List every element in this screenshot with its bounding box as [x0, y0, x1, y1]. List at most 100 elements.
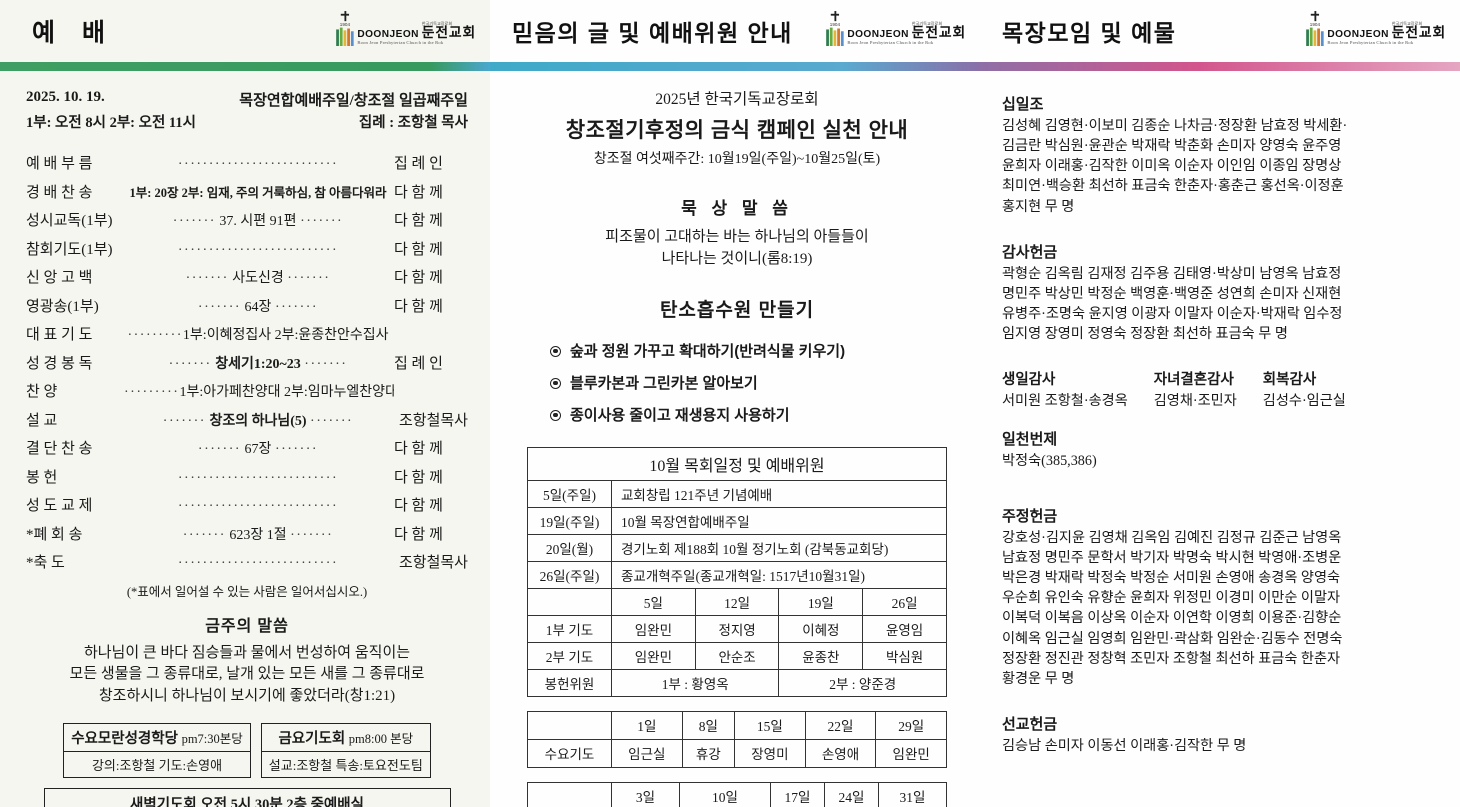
logo-korean: 둔전교회 — [1391, 24, 1446, 41]
wednesday-person: 장영미 — [734, 738, 806, 768]
logo-english: DOONJEON — [357, 28, 419, 40]
right-panel-title: 목장모임 및 예물 — [1002, 20, 1177, 46]
offering-column: 회복감사 김성수·임근실 — [1263, 368, 1346, 411]
offering-group-mission: 선교헌금 김승남 손미자 이동선 이래홍·김작한 무 명 — [1002, 713, 1444, 756]
logo-wordmark: DOONJEON 한국기독교장로회 둔전교회 Boon Jeon Presbyt… — [1327, 21, 1446, 46]
offering-name-line: 김성혜 김영현·이보미 김종순 나차금·정장환 남효정 박세환· — [1002, 118, 1348, 134]
meditation-line: 피조물이 고대하는 바는 하나님의 아들들이 — [605, 229, 869, 245]
campaign-line1: 2025년 한국기독교장로회 — [655, 91, 819, 108]
wednesday-person: 손영애 — [804, 738, 877, 768]
worship-order-row: 찬 양 ·········1부:아가페찬양대 2부:임마누엘찬양대 — [26, 380, 468, 401]
friday-date: 10일 — [678, 781, 771, 807]
offering-name-line: 홍지현 무 명 — [1002, 198, 1075, 215]
logo-subtitle: Boon Jeon Presbyterian Church in the Rok — [357, 41, 444, 46]
wednesday-person: 임완민 — [875, 738, 947, 768]
worship-order-row: 참회기도(1부) ·························· 다 함 께 — [26, 238, 468, 259]
order-item-leader: 다 함 께 — [394, 241, 443, 258]
cross-icon — [1310, 11, 1319, 22]
action-list: 숲과 정원 가꾸고 확대하기(반려식물 키우기) 블루카본과 그린카본 알아보기 종… — [550, 340, 962, 425]
worship-dateline: 2025. 10. 19. 목장연합예배주일/창조절 일곱째주일 — [26, 89, 468, 110]
offering-name-line: 명민주 박상민 박정순 백영훈·백영준 성연희 손미자 신재현 — [1002, 285, 1342, 302]
offering-three-columns: 생일감사 서미원 조항철·송경옥 자녀결혼감사 김영채·조민자 회복감사 김성수·임근실 — [1002, 368, 1444, 411]
schedule-person: 임완민 — [611, 641, 696, 670]
middle-panel-title: 믿음의 글 및 예배위원 안내 — [512, 20, 793, 46]
logo-subtitle: Boon Jeon Presbyterian Church in the Rok — [847, 41, 934, 46]
church-logo: 1904 DOONJEON 한국기독교장로회 둔전교회 — [336, 11, 476, 46]
bullet-dot-icon — [550, 409, 561, 421]
bullet-dot-icon — [550, 377, 561, 389]
order-item-leader: 다 함 께 — [394, 498, 443, 514]
logo-english: DOONJEON — [1327, 28, 1389, 40]
action-item-label: 숲과 정원 가꾸고 확대하기(반려식물 키우기) — [570, 342, 846, 360]
offering-name-line: 남효정 명민주 문학서 박기자 박명숙 박시현 박영애·조병운 — [1002, 549, 1342, 566]
worship-date: 2025. 10. 19. — [26, 89, 105, 105]
wednesday-date: 22일 — [804, 710, 877, 740]
offering-committee-first: 1부 : 황영옥 — [610, 668, 780, 697]
table-row: 1일 8일 15일 22일 29일 — [527, 710, 947, 740]
offering-name-line: 이복덕 이복음 이상옥 이순자 이연학 이영희 이용준·김향순 — [1002, 610, 1342, 627]
schedule-sunday-date: 26일 — [862, 587, 947, 616]
offering-title: 회복감사 — [1262, 372, 1317, 389]
order-item-name: 영광송(1부) — [26, 298, 99, 315]
dawn-prayer-caption: 새벽기도회 오전 5시 30분 2층 중예배실 — [43, 787, 451, 807]
offering-group-tithe: 십일조 김성혜 김영현·이보미 김종순 나차금·정장환 남효정 박세환· 김금란 … — [1002, 93, 1444, 217]
table-row: 새벽기도회 오전 5시 30분 2층 중예배실 — [43, 787, 451, 807]
week-word-line: 하나님이 큰 바다 짐승들과 물에서 번성하여 움직이는 — [83, 645, 411, 661]
order-item-name: 참회기도(1부) — [26, 241, 113, 258]
offering-names: 박정숙(385,386) — [1002, 451, 1444, 471]
offering-name-line: 정장환 정진관 정창혁 조민자 조항철 최선하 표금숙 한춘자 — [1002, 650, 1341, 667]
table-row: 3일 10일 17일 24일 31일 — [527, 781, 948, 807]
order-item-name: *폐 회 송 — [26, 526, 83, 543]
schedule-sunday-date: 19일 — [778, 587, 864, 616]
campaign-title: 창조절기후정의 금식 캠페인 실천 안내 — [565, 119, 909, 142]
logo-wordmark: DOONJEON 한국기독교장로회 둔전교회 Boon Jeon Presbyt… — [847, 21, 966, 46]
table-row: 봉헌위원 1부 : 황영옥 2부 : 양준경 — [527, 668, 947, 697]
offering-name-line: 곽형순 김옥림 김재정 김주용 김태영·박상미 남영옥 남효정 — [1002, 265, 1342, 282]
order-item-name: 찬 양 — [26, 384, 58, 400]
order-item-detail: ·························· — [177, 556, 339, 571]
logo-mark-icon: 1904 — [1306, 11, 1324, 46]
logo-korean: 둔전교회 — [911, 24, 966, 41]
logo-year: 1904 — [339, 22, 350, 28]
schedule-row-label: 수요기도 — [527, 738, 612, 768]
order-item-detail: ······· 사도신경 ······· — [185, 271, 331, 286]
worship-order-row: 봉 헌 ·························· 다 함 께 — [26, 466, 468, 487]
offering-name-line: 황경운 무 명 — [1002, 670, 1075, 687]
worship-order-row: 설 교 ······· 창조의 하나님(5) ······· 조항철목사 — [26, 409, 468, 430]
table-row: 5일 12일 19일 26일 — [527, 587, 947, 616]
table-row: 수요기도 임근실 휴강 장영미 손영애 임완민 — [527, 738, 947, 768]
offering-name-line: 박은경 박재락 박정숙 박정순 서미원 손영애 송경옥 양영숙 — [1002, 570, 1341, 587]
worship-order-row: 성 경 봉 독 ······· 창세기1:20~23 ······· 집 례 인 — [26, 352, 468, 373]
schedule-corner — [527, 781, 612, 807]
left-panel-title: 예 배 — [32, 19, 115, 47]
dawn-prayer-table: 새벽기도회 오전 5시 30분 2층 중예배실주일월화수목금토자율조항철조항철조… — [43, 787, 451, 807]
offering-name-line: 우순희 유인숙 유향순 윤희자 위정민 이경미 이만순 이말자 — [1002, 590, 1341, 607]
offerings-body: 십일조 김성혜 김영현·이보미 김종순 나차금·정장환 남효정 박세환· 김금란 … — [980, 71, 1460, 756]
campaign-period: 창조절 여섯째주간: 10월19일(주일)~10월25일(토) — [593, 152, 881, 167]
logo-mark-icon: 1904 — [826, 11, 844, 46]
friday-date: 17일 — [769, 781, 825, 807]
order-item-leader: 다 함 께 — [394, 298, 443, 315]
wednesday-date: 29일 — [875, 710, 947, 740]
table-row: 20일(월) 경기노회 제188회 10월 정기노회 (감북동교회당) — [527, 533, 947, 562]
worship-order-row: 성시교독(1부) ······· 37. 시편 91편 ······· 다 함 께 — [26, 209, 468, 230]
left-header-band: 예 배 1904 DOONJEON 한국기독교장로회 — [0, 0, 490, 62]
offering-title: 선교헌금 — [1002, 716, 1058, 733]
offering-title: 일천번제 — [1002, 431, 1058, 448]
logo-bars-icon — [1306, 27, 1324, 46]
order-item-leader: 다 함 께 — [394, 213, 443, 229]
worship-timeline: 1부: 오전 8시 2부: 오전 11시 집례 : 조항철 목사 — [26, 111, 468, 132]
meeting-box: 수요모란성경학당 pm7:30본당 강의:조항철 기도:손영애 — [63, 722, 251, 778]
worship-body: 2025. 10. 19. 목장연합예배주일/창조절 일곱째주일 1부: 오전 … — [0, 71, 490, 807]
friday-date: 24일 — [823, 781, 879, 807]
order-item-name: 예 배 부 름 — [26, 156, 93, 172]
schedule-row-label: 1부 기도 — [527, 614, 612, 643]
schedule-sunday-date: 5일 — [611, 587, 696, 616]
order-item-detail: ······· 623장 1절 ······· — [182, 527, 334, 543]
logo-korean: 둔전교회 — [421, 24, 476, 41]
order-item-leader: 다 함 께 — [394, 184, 443, 201]
panel-offerings: 목장모임 및 예물 1904 DOONJEON 한국기독교장로회 — [980, 0, 1460, 807]
schedule-event-date: 26일(주일) — [527, 560, 612, 589]
